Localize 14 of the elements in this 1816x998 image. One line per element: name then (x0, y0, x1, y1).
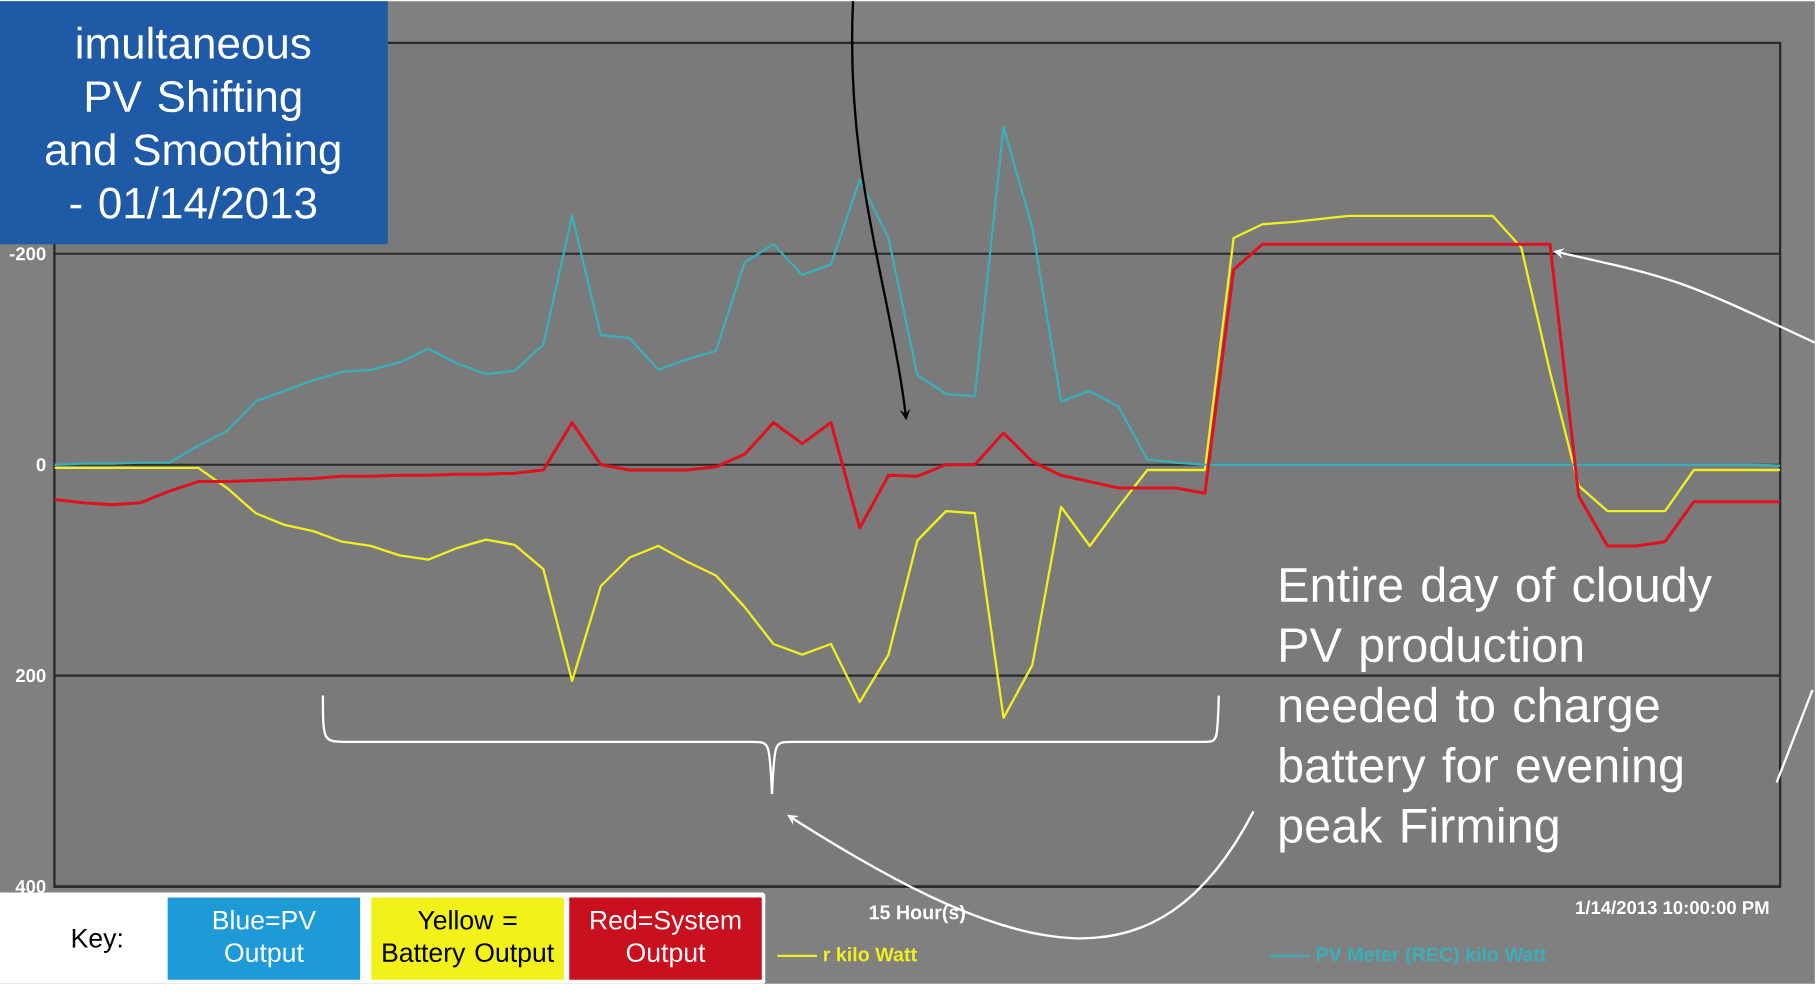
legend-label: PV Meter (REC) kilo Watt (1316, 947, 1547, 966)
text: Key: (72, 929, 122, 954)
annotation: Entire day of cloudy PV production needed to charge battery for evening peak Firming (1280, 566, 1712, 853)
text: Red=System Output (591, 910, 741, 968)
y-tick-label: -200 (9, 247, 46, 261)
y-tick-label: 400 (15, 880, 46, 894)
text: Blue=PV Output (213, 910, 316, 968)
text: imultaneous PV Shifting and Smoothing - 01/14/2013 (46, 26, 340, 219)
y-tick-label: 200 (15, 669, 46, 683)
text: Yellow = Battery Output (383, 910, 554, 968)
legend-label: r kilo Watt (824, 947, 917, 962)
x-axis-title: 15 Hour(s) (869, 905, 965, 924)
y-tick-label: 0 (36, 458, 46, 472)
text: 1/14/2013 10:00:00 PM (1576, 900, 1769, 915)
